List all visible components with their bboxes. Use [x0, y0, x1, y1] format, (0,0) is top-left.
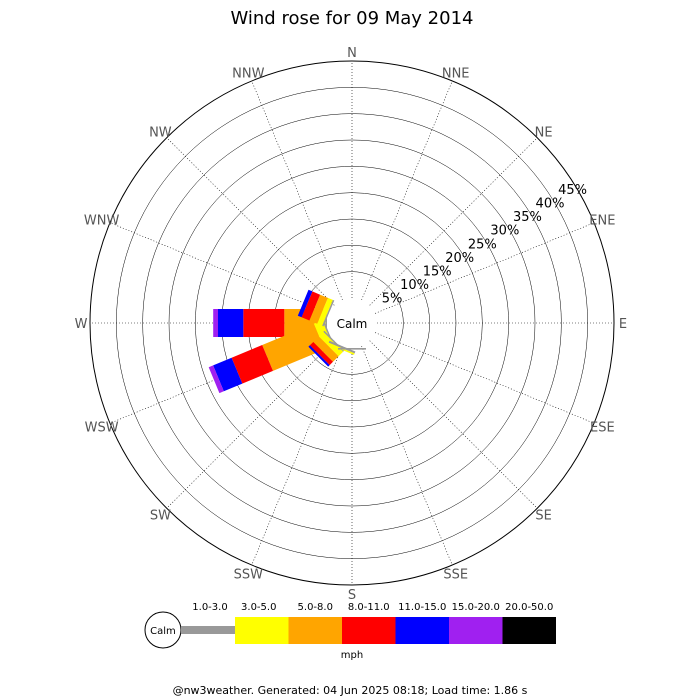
legend-swatch-6: [502, 617, 556, 644]
bar-wnw-bin-0: [322, 299, 335, 327]
speed-legend: Calm 1.0-3.0 3.0-5.0 5.0-8.0 8.0-11.0 11.0-1…: [144, 602, 556, 661]
direction-label-s: S: [348, 588, 356, 603]
direction-label-sw: SW: [150, 509, 171, 524]
ring-label: 20%: [445, 251, 474, 266]
direction-label-ene: ENE: [589, 213, 615, 228]
direction-label-sse: SSE: [443, 567, 468, 582]
spoke-se: [369, 340, 538, 509]
bar-wsw-bin-3: [231, 345, 273, 384]
chart-title: Wind rose for 09 May 2014: [231, 8, 474, 29]
bar-wsw-bin-5: [208, 365, 224, 394]
spoke-ene: [374, 222, 595, 314]
bar-wsw-bin-2: [262, 323, 325, 371]
spoke-ssw: [251, 345, 343, 566]
bar-wnw-bin-4: [297, 289, 313, 318]
spoke-ne: [369, 137, 538, 306]
calm-label: Calm: [337, 317, 368, 331]
bar-sw-bin-3: [309, 342, 333, 366]
direction-label-ssw: SSW: [234, 567, 264, 582]
calm-center: Calm: [327, 298, 377, 348]
legend-label-6: 20.0-50.0: [505, 602, 553, 613]
bar-w-bin-4: [218, 309, 244, 337]
legend-swatch-2: [288, 617, 342, 644]
legend-unit-label: mph: [341, 650, 363, 661]
direction-label-nw: NW: [149, 125, 172, 140]
direction-label-wsw: WSW: [85, 421, 119, 436]
legend-label-1: 3.0-5.0: [241, 602, 276, 613]
ring-label: 45%: [558, 183, 587, 198]
direction-label-nne: NNE: [442, 67, 470, 82]
ring-label: 35%: [513, 210, 542, 225]
direction-label-ne: NE: [535, 125, 553, 140]
legend-label-2: 5.0-8.0: [298, 602, 333, 613]
wind-bars: [208, 289, 366, 394]
legend-calm-label: Calm: [150, 626, 176, 637]
legend-swatch-5: [449, 617, 503, 644]
direction-label-se: SE: [535, 509, 551, 524]
bar-wnw-bin-3: [301, 291, 321, 321]
direction-label-wnw: WNW: [84, 213, 120, 228]
direction-label-e: E: [619, 317, 627, 332]
bar-wnw-bin-1: [317, 297, 333, 326]
ring-label: 15%: [423, 264, 452, 279]
ring-label: 10%: [400, 278, 429, 293]
direction-label-n: N: [347, 46, 357, 61]
bar-sw-bin-2: [313, 336, 339, 362]
bar-ssw-bin-0: [328, 340, 356, 354]
legend-swatch-1: [235, 617, 289, 644]
grid-ring: [195, 166, 509, 480]
spoke-nw: [166, 137, 335, 306]
bar-w-bin-3: [243, 309, 285, 337]
legend-swatch-3: [342, 617, 396, 644]
direction-labels: N NNE NE ENE E ESE SE SSE S SSW SW WSW W WNW NW NNW: [75, 46, 628, 603]
spoke-ese: [374, 332, 595, 424]
ring-labels: 5%10%15%20%25%30%35%40%45%: [382, 183, 587, 307]
grid-ring: [142, 113, 562, 533]
footer-text: @nw3weather. Generated: 04 Jun 2025 08:1…: [173, 684, 528, 697]
spoke-nnw: [251, 80, 343, 301]
ring-label: 5%: [382, 292, 403, 307]
legend-swatch-4: [395, 617, 449, 644]
ring-label: 40%: [536, 197, 565, 212]
grid-ring: [168, 139, 536, 507]
bar-sw-bin-4: [308, 345, 330, 367]
direction-label-ese: ESE: [590, 421, 615, 436]
legend-swatch-0: [181, 626, 235, 634]
spoke-sse: [361, 345, 453, 566]
direction-label-w: W: [75, 317, 88, 332]
legend-label-4: 11.0-15.0: [398, 602, 446, 613]
bar-s-bin-0: [338, 348, 366, 350]
bar-wnw-bin-2: [309, 294, 328, 324]
legend-label-0: 1.0-3.0: [192, 602, 227, 613]
ring-label: 25%: [468, 237, 497, 252]
legend-label-3: 8.0-11.0: [348, 602, 390, 613]
spoke-nne: [361, 80, 453, 301]
direction-label-nnw: NNW: [232, 67, 264, 82]
grid-ring: [89, 60, 615, 586]
spoke-wnw: [109, 222, 330, 314]
bar-w-bin-5: [213, 309, 218, 337]
bar-wsw-bin-4: [213, 357, 243, 392]
ring-label: 30%: [490, 224, 519, 239]
polar-grid: [89, 60, 615, 586]
legend-label-5: 15.0-20.0: [452, 602, 500, 613]
spoke-sw: [166, 340, 335, 509]
